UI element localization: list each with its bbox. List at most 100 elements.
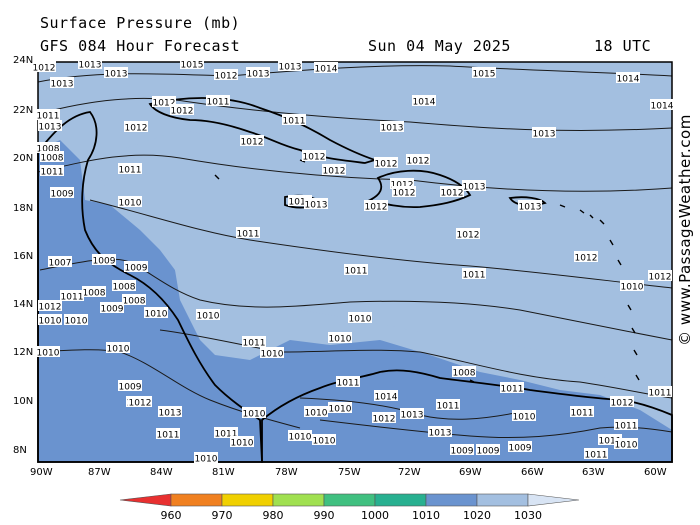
colorbar-segment xyxy=(425,493,478,507)
isobar-label: 1013 xyxy=(50,77,74,90)
colorbar-label: 960 xyxy=(160,509,182,522)
isobar-label: 1014 xyxy=(616,72,640,85)
svg-text:1010: 1010 xyxy=(313,437,336,447)
svg-text:1013: 1013 xyxy=(39,123,62,133)
isobar-label: 1009 xyxy=(508,441,532,454)
svg-text:1012: 1012 xyxy=(129,399,152,409)
svg-text:1012: 1012 xyxy=(215,72,238,82)
isobar-label: 1012 xyxy=(390,178,414,191)
isobar-label: 1011 xyxy=(206,95,230,108)
isobar-label: 1010 xyxy=(194,452,218,465)
svg-text:1010: 1010 xyxy=(329,405,352,415)
isobar-label: 1011 xyxy=(584,448,608,461)
svg-text:1012: 1012 xyxy=(649,273,672,283)
isobar-label: 1012 xyxy=(322,164,346,177)
svg-text:1010: 1010 xyxy=(107,345,130,355)
lat-tick-label: 22N xyxy=(13,105,34,116)
isobar-label: 1008 xyxy=(122,294,146,307)
isobar-label: 1013 xyxy=(278,60,302,73)
svg-text:1009: 1009 xyxy=(51,190,74,200)
isobar-label: 1013 xyxy=(532,127,556,140)
svg-text:1010: 1010 xyxy=(197,312,220,322)
isobar-label: 1010 xyxy=(196,309,220,322)
isobar-label: 1014 xyxy=(374,390,398,403)
lat-tick-label: 10N xyxy=(13,396,34,407)
isobar-label: 1012 xyxy=(170,104,194,117)
isobar-label: 1009 xyxy=(476,444,500,457)
isobar-label: 1013 xyxy=(104,67,128,80)
svg-text:1010: 1010 xyxy=(39,317,62,327)
isobar-label: 1010 xyxy=(36,346,60,359)
isobar-label: 1012 xyxy=(374,157,398,170)
svg-text:1013: 1013 xyxy=(401,411,424,421)
isobar-label: 1010 xyxy=(614,438,638,451)
isobar-label: 1014 xyxy=(650,99,674,112)
isobar-label: 1011 xyxy=(156,428,180,441)
svg-text:1008: 1008 xyxy=(37,145,60,155)
isobar-label: 1011 xyxy=(500,382,524,395)
svg-text:1011: 1011 xyxy=(649,389,672,399)
svg-text:1008: 1008 xyxy=(83,289,106,299)
svg-text:1011: 1011 xyxy=(615,422,638,432)
svg-text:1009: 1009 xyxy=(93,257,116,267)
isobar-label: 1015 xyxy=(180,58,204,71)
isobar-label: 1014 xyxy=(314,62,338,75)
svg-text:1013: 1013 xyxy=(159,409,182,419)
svg-text:1011: 1011 xyxy=(37,112,60,122)
watermark: © www.PassageWeather.com xyxy=(671,60,699,400)
isobar-label: 1010 xyxy=(144,307,168,320)
isobar-label: 1012 xyxy=(124,121,148,134)
colorbar-segment xyxy=(119,493,172,507)
isobar-label: 1010 xyxy=(620,280,644,293)
isobar-label: 1010 xyxy=(260,347,284,360)
svg-text:1009: 1009 xyxy=(451,447,474,457)
svg-text:1010: 1010 xyxy=(231,439,254,449)
isobar-label: 1009 xyxy=(50,187,74,200)
hispaniola-coast xyxy=(367,169,472,209)
svg-text:1013: 1013 xyxy=(79,61,102,71)
colorbar xyxy=(119,493,580,507)
lat-tick-label: 14N xyxy=(13,299,34,310)
isobar-label: 1013 xyxy=(518,200,542,213)
isobar-label: 1008 xyxy=(452,366,476,379)
lon-tick-label: 87W xyxy=(88,467,111,478)
isobar-label: 1010 xyxy=(38,314,62,327)
svg-text:1011: 1011 xyxy=(337,379,360,389)
chart-title: Surface Pressure (mb) xyxy=(40,14,241,32)
isobar-label: 1010 xyxy=(288,430,312,443)
svg-text:1013: 1013 xyxy=(305,201,328,211)
svg-text:1011: 1011 xyxy=(283,117,306,127)
svg-text:1008: 1008 xyxy=(123,297,146,307)
isobar-label: 1012 xyxy=(214,69,238,82)
svg-text:1012: 1012 xyxy=(303,153,326,163)
svg-text:1014: 1014 xyxy=(617,75,640,85)
colorbar-label: 970 xyxy=(211,509,233,522)
lat-tick-label: 16N xyxy=(13,251,34,262)
svg-text:1010: 1010 xyxy=(65,317,88,327)
svg-text:1011: 1011 xyxy=(599,437,622,447)
isobar-label: 1011 xyxy=(40,165,64,178)
svg-text:1013: 1013 xyxy=(519,203,542,213)
colorbar-label: 980 xyxy=(262,509,284,522)
isobar-label: 1012 xyxy=(364,200,388,213)
lon-tick-label: 81W xyxy=(212,467,235,478)
isobar-label: 1008 xyxy=(82,286,106,299)
svg-text:1010: 1010 xyxy=(119,199,142,209)
forecast-date: Sun 04 May 2025 xyxy=(368,37,511,55)
isobar-label: 1012 xyxy=(372,412,396,425)
svg-text:1014: 1014 xyxy=(315,65,338,75)
svg-text:1011: 1011 xyxy=(571,409,594,419)
svg-text:1012: 1012 xyxy=(365,203,388,213)
lon-tick-label: 60W xyxy=(644,467,667,478)
colorbar-label: 990 xyxy=(313,509,335,522)
svg-text:1012: 1012 xyxy=(171,107,194,117)
isobar-label: 1011 xyxy=(214,427,238,440)
isobar-label: 1010 xyxy=(230,436,254,449)
watermark-text: © www.PassageWeather.com xyxy=(676,114,694,346)
colorbar-segment xyxy=(323,493,376,507)
colorbar-segment xyxy=(476,493,529,507)
svg-text:1014: 1014 xyxy=(651,102,674,112)
svg-text:1014: 1014 xyxy=(413,98,436,108)
svg-text:1013: 1013 xyxy=(381,124,404,134)
